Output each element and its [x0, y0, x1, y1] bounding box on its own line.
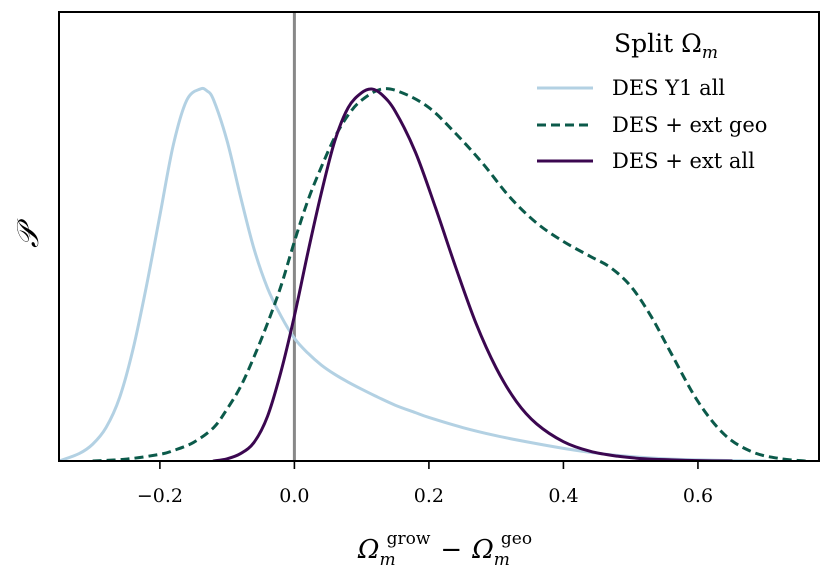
series-group: [59, 86, 806, 461]
axes-frame: [58, 11, 820, 462]
x-tick-label: −0.2: [137, 485, 183, 507]
legend-label-des-ext-geo: DES + ext geo: [612, 113, 767, 137]
series-line-des-ext-geo: [92, 87, 806, 461]
y-axis-title: 𝒫: [11, 218, 46, 248]
x-axis-ticks: −0.2 0.0 0.2 0.4 0.6: [137, 461, 713, 507]
legend-label-des-y1-all: DES Y1 all: [612, 76, 725, 100]
x-tick-label: 0.0: [279, 485, 309, 507]
x-tick-label: 0.4: [548, 485, 578, 507]
x-tick-label: 0.2: [414, 485, 444, 507]
x-tick-label: 0.6: [683, 485, 713, 507]
series-line-des-ext-all: [212, 87, 734, 461]
legend-title: Split Ωm: [614, 29, 718, 63]
legend-label-des-ext-all: DES + ext all: [612, 149, 755, 173]
x-axis-title: Ωmgrow − Ωmgeo: [357, 529, 532, 570]
plot-area: [59, 12, 819, 461]
legend: Split Ωm DES Y1 all DES + ext geo DES + …: [537, 29, 767, 173]
series-line-des-y1-all: [59, 86, 767, 461]
